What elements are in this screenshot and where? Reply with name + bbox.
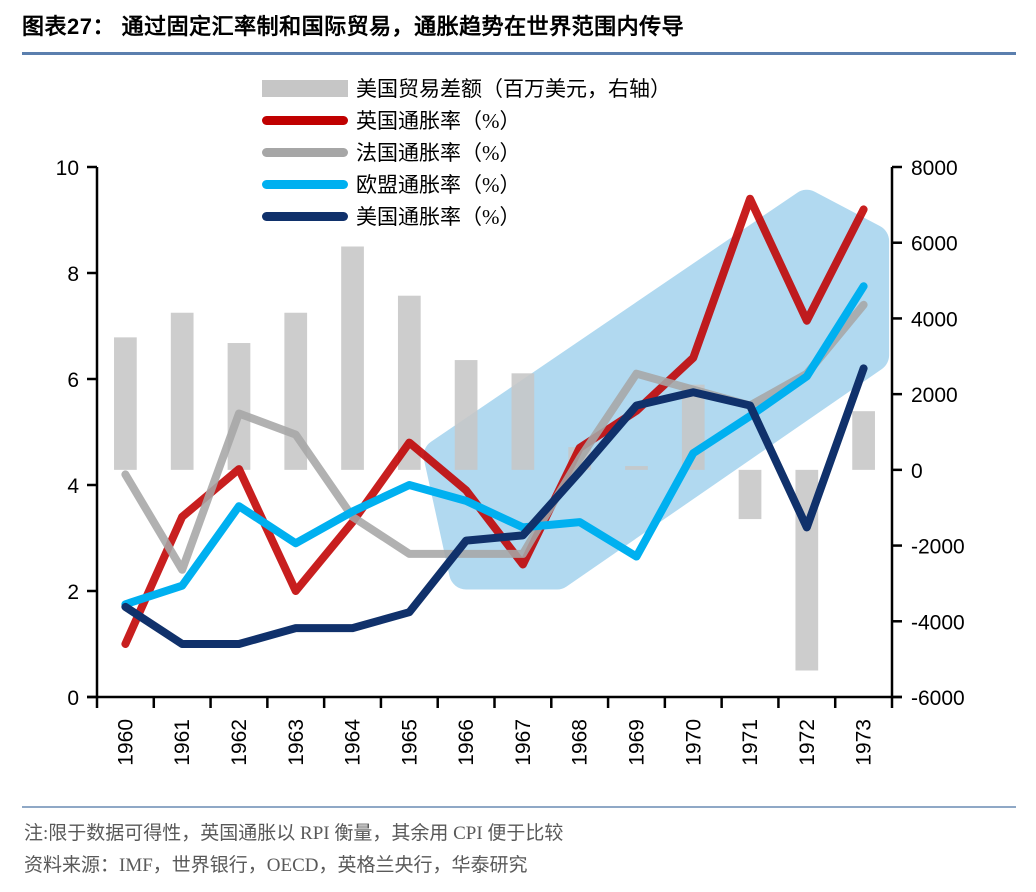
legend-label: 法国通胀率（%） [356,141,521,165]
x-tick-label-1967: 1967 [512,719,535,766]
x-tick-label-1973: 1973 [853,719,876,766]
y-right-tick-label: -4000 [911,611,965,634]
legend-label: 英国通胀率（%） [356,109,521,133]
legend-item-eu-inflation[interactable]: 欧盟通胀率（%） [262,168,802,200]
legend-label: 美国贸易差额（百万美元，右轴） [356,77,671,101]
x-tick-label-1968: 1968 [569,719,592,766]
tick-label-group: 0 2 4 6 8 10 -6000 -4000 -2000 0 2000 4000 6000 8000 1… [56,157,965,766]
legend-swatch-line-icon [262,179,348,189]
x-tick-label-1969: 1969 [625,719,648,766]
y-right-tick-label: 4000 [911,308,958,331]
y-left-tick-label: 0 [67,687,79,710]
legend-item-us-trade-balance[interactable]: 美国贸易差额（百万美元，右轴） [262,72,802,104]
bar-1969 [625,466,648,470]
bar-1973 [852,411,875,470]
x-tick-label-1971: 1971 [739,719,762,766]
chart-figure: 0 2 4 6 8 10 -6000 -4000 -2000 0 2000 4000 6000 8000 1… [0,58,1036,808]
y-left-tick-label: 6 [67,369,79,392]
y-left-tick-label: 10 [56,157,79,180]
legend-item-uk-inflation[interactable]: 英国通胀率（%） [262,104,802,136]
x-tick-label-1962: 1962 [228,719,251,766]
legend-swatch-line-icon [262,147,348,157]
legend-swatch-line-icon [262,211,348,221]
bar-1964 [341,246,364,470]
chart-header: 图表27： 通过固定汇率制和国际贸易，通胀趋势在世界范围内传导 [22,10,1016,56]
chart-canvas: 0 2 4 6 8 10 -6000 -4000 -2000 0 2000 4000 6000 8000 1… [56,157,965,766]
footer-divider [22,806,1016,808]
line-美国通胀率（%） [121,364,868,648]
bar-1971 [738,469,762,520]
line-欧盟通胀率（%） [121,282,868,609]
x-tick-label-1966: 1966 [455,719,478,766]
page-title: 图表27： 通过固定汇率制和国际贸易，通胀趋势在世界范围内传导 [22,14,685,39]
legend-label: 欧盟通胀率（%） [356,173,521,197]
legend-swatch-bar-icon [262,79,348,97]
x-tick-label-1972: 1972 [796,719,819,766]
chart-footer: 注:限于数据可得性，英国通胀以 RPI 衡量，其余用 CPI 便于比较 资料来源… [24,818,1018,882]
y-left-tick-label: 4 [67,475,79,498]
legend-item-france-inflation[interactable]: 法国通胀率（%） [262,136,802,168]
line-series-group [121,194,868,648]
y-right-tick-label: 0 [911,460,923,483]
legend-item-us-inflation[interactable]: 美国通胀率（%） [262,200,802,232]
y-right-tick-label: -2000 [911,536,965,559]
y-right-tick-label: 8000 [911,157,958,180]
bar-series-group [114,246,875,671]
bar-1962 [227,343,251,470]
chart-legend: 美国贸易差额（百万美元，右轴） 英国通胀率（%） 法国通胀率（%） 欧盟通胀率（… [262,72,802,232]
x-tick-label-1965: 1965 [398,719,421,766]
y-right-tick-label: 6000 [911,233,958,256]
x-tick-label-1970: 1970 [682,719,705,766]
chart-source: 资料来源：IMF，世界银行，OECD，英格兰央行，华泰研究 [24,855,528,876]
y-right-tick-label: -6000 [911,687,965,710]
legend-swatch-line-icon [262,115,348,125]
y-left-tick-label: 8 [67,263,79,286]
y-left-tick-label: 2 [67,581,79,604]
x-tick-label-1960: 1960 [114,719,137,766]
bar-1967 [511,373,535,470]
x-tick-label-1964: 1964 [342,719,365,766]
bar-1961 [170,312,194,470]
axes-group [87,165,902,708]
line-英国通胀率（%） [121,194,868,648]
x-tick-label-1963: 1963 [285,719,308,766]
x-tick-label-1961: 1961 [171,719,194,766]
chart-note: 注:限于数据可得性，英国通胀以 RPI 衡量，其余用 CPI 便于比较 [24,823,564,844]
bar-1966 [454,360,478,470]
title-divider [22,52,1016,55]
bar-1965 [397,295,421,470]
bar-1960 [114,337,137,470]
y-right-tick-label: 2000 [911,384,958,407]
legend-label: 美国通胀率（%） [356,205,521,229]
